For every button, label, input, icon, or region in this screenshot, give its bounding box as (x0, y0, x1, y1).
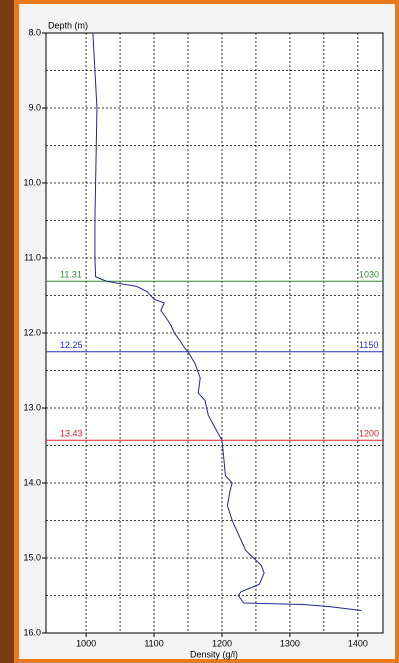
y-tick-label: 11.0 (24, 252, 41, 262)
y-tick-label: 15.0 (23, 552, 41, 562)
y-axis-label: Depth (m) (48, 20, 88, 30)
marker-density-label: 1150 (359, 340, 378, 350)
x-tick-label: 1200 (212, 638, 232, 648)
marker-density-label: 1030 (359, 270, 379, 280)
y-tick-label: 13.0 (23, 402, 41, 412)
x-tick-label: 1300 (280, 638, 300, 648)
marker-density-label: 1200 (359, 429, 379, 439)
density-profile (92, 32, 362, 611)
x-tick-label: 1400 (348, 638, 368, 648)
marker-depth-label: 13.43 (60, 429, 83, 439)
y-tick-label: 10.0 (23, 177, 41, 187)
y-tick-label: 16.0 (23, 627, 41, 637)
y-tick-label: 12.0 (23, 327, 41, 337)
marker-depth-label: 11.31 (60, 270, 82, 280)
x-tick-label: 1100 (144, 638, 163, 648)
background-strip (0, 0, 14, 663)
y-tick-label: 9.0 (28, 102, 41, 112)
y-tick-label: 14.0 (23, 477, 41, 487)
x-tick-label: 1000 (76, 638, 96, 648)
y-tick-label: 8.0 (28, 27, 41, 37)
marker-depth-label: 12.25 (60, 340, 83, 350)
x-axis-label: Density (g/l) (190, 649, 238, 659)
